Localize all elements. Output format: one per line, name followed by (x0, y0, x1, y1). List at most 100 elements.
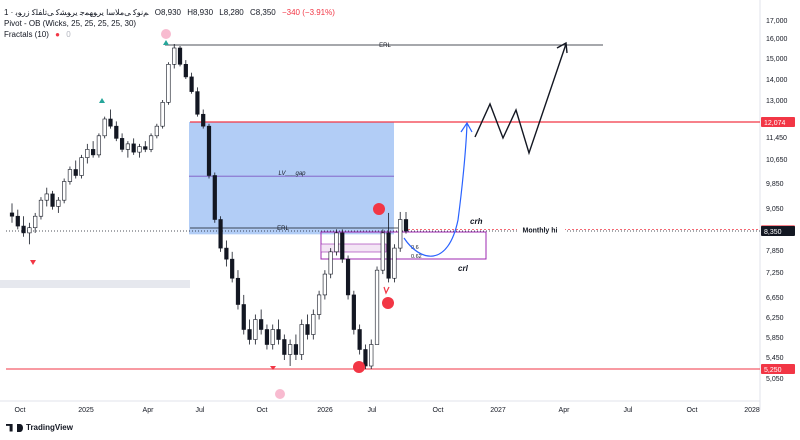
indicator-fractals[interactable]: Fractals (10) ● 0 (4, 30, 71, 39)
candle-body (33, 215, 38, 229)
tradingview-logo[interactable]: TradingView (6, 423, 73, 432)
candle-body (288, 344, 293, 355)
price-tag-12074-bg (761, 117, 795, 127)
candle-body (177, 47, 183, 65)
price-tick-label: 6,650 (766, 295, 784, 302)
candle-body (160, 102, 165, 127)
candle-body (56, 199, 61, 207)
low-value: L8,280 (219, 8, 244, 17)
candle-body (282, 339, 287, 355)
time-tick-label: Oct (687, 407, 698, 414)
price-tag-5250-bg (761, 364, 795, 374)
erl-top-label: ERL (379, 43, 391, 49)
candle-body (322, 273, 327, 296)
candle-body (195, 91, 200, 115)
price-tick-label: 13,000 (766, 98, 788, 105)
time-tick-label: Oct (257, 407, 268, 414)
legend-symbol-row: 1 · ﻢﻧﻮﮐ ﯽﻣﻼﺳا یرﻮﻬﻤﺟ یرﻮﺸﮐ ﯽﺗﺎﻔﻠﮐ زرﻮﺑ … (4, 8, 335, 17)
time-tick-label: Jul (368, 407, 377, 414)
change-value: −340 (−3.91%) (281, 8, 335, 17)
candle-body (357, 329, 362, 350)
candle-body (125, 143, 130, 150)
candle-body (96, 135, 102, 156)
pivot-marker-icon (275, 389, 285, 399)
candle-body (183, 64, 188, 78)
time-tick-label: 2028 (744, 407, 760, 414)
candle-body (340, 232, 345, 260)
candle-body (44, 193, 49, 201)
time-tick-label: Jul (624, 407, 633, 414)
monthly-hi-label-bg (517, 224, 565, 235)
candle-body (85, 149, 90, 158)
candle-body (114, 125, 119, 139)
candle-body (369, 344, 374, 367)
candle-body (108, 118, 113, 127)
fractal-down-icon (30, 260, 36, 265)
time-tick-label: 2027 (490, 407, 506, 414)
candle-body (27, 227, 32, 234)
high-value: H8,930 (187, 8, 214, 17)
fractal-up-icon (163, 40, 169, 45)
fib-zone (320, 243, 387, 253)
candle-body (119, 138, 125, 150)
last-price-tag-bg (761, 226, 795, 236)
candle-body (131, 143, 136, 153)
candle-body (241, 304, 246, 330)
price-tick-label: 15,000 (766, 56, 788, 63)
candle-body (316, 294, 322, 315)
zigzag-projection (474, 43, 567, 156)
open-value: O8,930 (154, 8, 181, 17)
candle-body (224, 247, 229, 260)
price-tag-12074: 12,074 (764, 120, 786, 127)
price-tick-label: 5,450 (766, 355, 784, 362)
candle-body (403, 219, 409, 232)
lv-gap-zone (189, 122, 394, 235)
candle-body (276, 329, 281, 340)
price-tick-label: 7,850 (766, 248, 784, 255)
candle-body (253, 319, 258, 340)
fib-label-2: 0.62 (411, 254, 422, 260)
candle-body (91, 149, 96, 156)
candle-body (201, 113, 206, 127)
time-tick-label: 2025 (78, 407, 94, 414)
swing-high-marker-icon (373, 203, 385, 215)
crh-label: crh (470, 217, 483, 226)
candle-body (374, 269, 380, 345)
price-tick-label: 5,050 (766, 376, 784, 383)
crl-label: crl (458, 264, 469, 273)
zigzag-arrow-icon (556, 41, 568, 54)
price-tick-label: 5,850 (766, 335, 784, 342)
candle-body (172, 47, 177, 65)
projection-curve (403, 123, 468, 257)
indicator-fractals-label: Fractals (10) (4, 30, 49, 39)
candle-body (62, 181, 67, 201)
candle-body (293, 344, 299, 355)
candle-body (264, 329, 270, 345)
candle-body (398, 219, 403, 249)
swing-low-marker-icon (382, 297, 394, 309)
indicator-pivot-ob-label: Pivot - OB (Wicks, 25, 25, 25, 25, 30) (4, 19, 137, 28)
major-low-marker-icon (353, 361, 365, 373)
erl-mid-label: ERL (277, 226, 289, 232)
candle-body (235, 277, 241, 305)
tradingview-logo-text: TradingView (26, 423, 73, 432)
candle-body (212, 175, 217, 220)
candle-body (334, 232, 339, 253)
time-tick-label: Apr (559, 407, 571, 414)
last-price-tag: 8,350 (764, 229, 782, 236)
candle-body (143, 146, 148, 150)
candle-body (299, 324, 304, 355)
candle-body (79, 157, 84, 176)
candle-body (50, 193, 55, 207)
price-tick-label: 11,450 (766, 135, 787, 142)
monthly-hi-label: Monthly hi (523, 227, 558, 234)
candle-body (137, 146, 142, 153)
candle-body (73, 169, 78, 176)
indicator-pivot-ob[interactable]: Pivot - OB (Wicks, 25, 25, 25, 25, 30) (4, 19, 136, 28)
candle-body (21, 225, 26, 234)
candle-body (259, 319, 264, 330)
projection-arrow-icon (460, 121, 473, 133)
candle-body (392, 247, 397, 279)
price-tick-label: 17,000 (766, 18, 788, 25)
